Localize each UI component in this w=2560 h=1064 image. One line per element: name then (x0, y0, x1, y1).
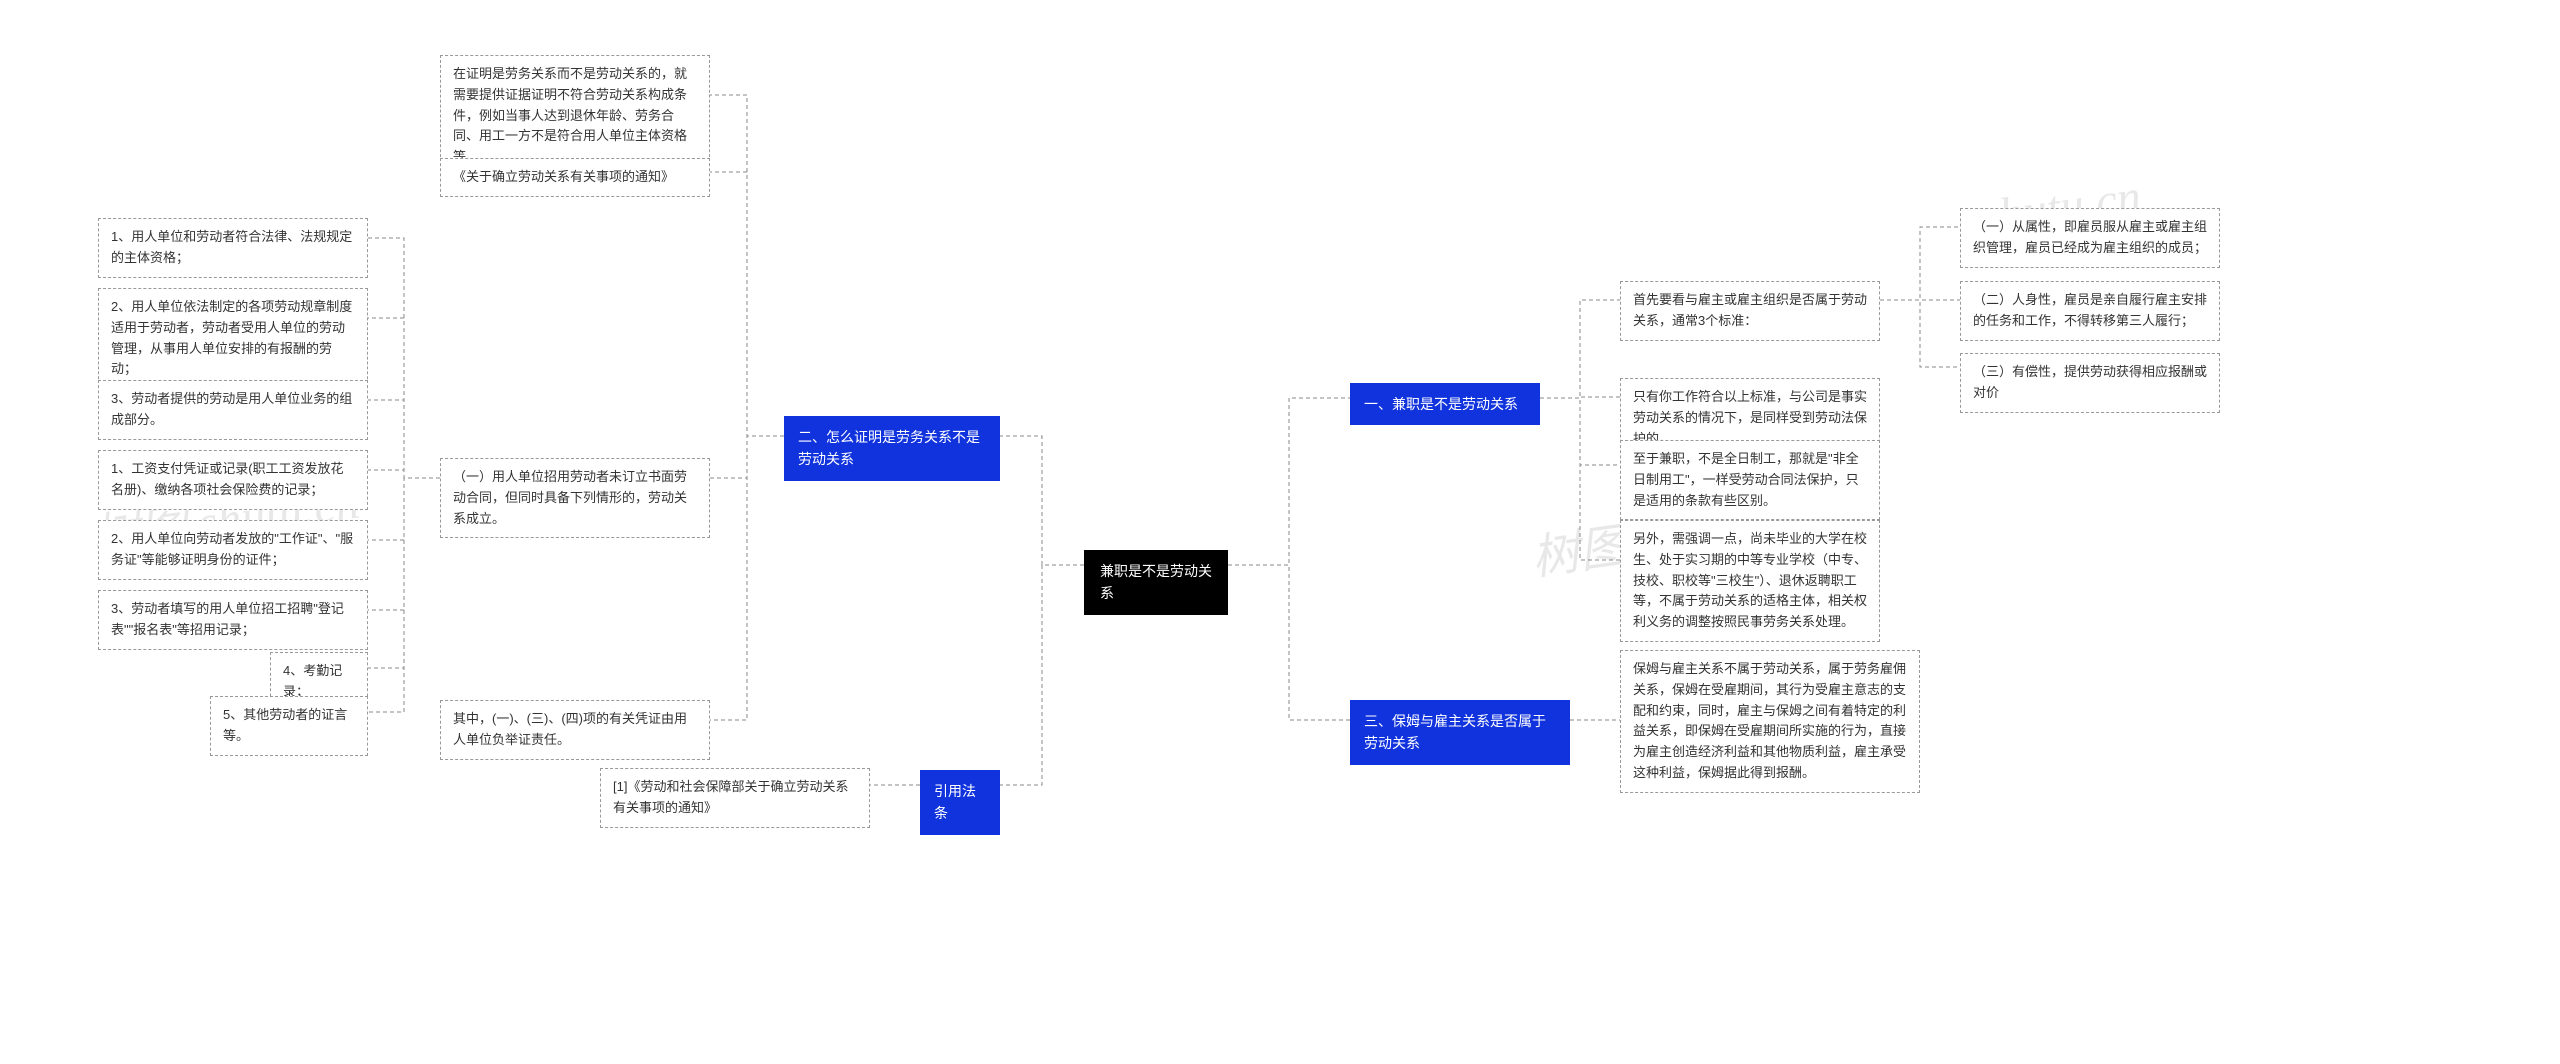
leaf: 首先要看与雇主或雇主组织是否属于劳动关系，通常3个标准： (1620, 281, 1880, 341)
leaf: [1]《劳动和社会保障部关于确立劳动关系有关事项的通知》 (600, 768, 870, 828)
leaf: 2、用人单位向劳动者发放的"工作证"、"服务证"等能够证明身份的证件； (98, 520, 368, 580)
leaf: 5、其他劳动者的证言等。 (210, 696, 368, 756)
branch-4: 引用法条 (920, 770, 1000, 835)
leaf: 至于兼职，不是全日制工，那就是"非全日制用工"，一样受劳动合同法保护，只是适用的… (1620, 440, 1880, 520)
leaf: 1、工资支付凭证或记录(职工工资发放花名册)、缴纳各项社会保险费的记录； (98, 450, 368, 510)
leaf: 2、用人单位依法制定的各项劳动规章制度适用于劳动者，劳动者受用人单位的劳动管理，… (98, 288, 368, 389)
leaf: （一）用人单位招用劳动者未订立书面劳动合同，但同时具备下列情形的，劳动关系成立。 (440, 458, 710, 538)
leaf: （三）有偿性，提供劳动获得相应报酬或对价 (1960, 353, 2220, 413)
leaf: 1、用人单位和劳动者符合法律、法规规定的主体资格； (98, 218, 368, 278)
branch-1: 一、兼职是不是劳动关系 (1350, 383, 1540, 425)
mindmap-connectors (0, 0, 2560, 1064)
branch-2: 二、怎么证明是劳务关系不是劳动关系 (784, 416, 1000, 481)
branch-3: 三、保姆与雇主关系是否属于劳动关系 (1350, 700, 1570, 765)
leaf: 3、劳动者填写的用人单位招工招聘"登记表""报名表"等招用记录； (98, 590, 368, 650)
leaf: 保姆与雇主关系不属于劳动关系，属于劳务雇佣关系，保姆在受雇期间，其行为受雇主意志… (1620, 650, 1920, 793)
leaf: 其中，(一)、(三)、(四)项的有关凭证由用人单位负举证责任。 (440, 700, 710, 760)
leaf: （二）人身性，雇员是亲自履行雇主安排的任务和工作，不得转移第三人履行； (1960, 281, 2220, 341)
root-node: 兼职是不是劳动关系 (1084, 550, 1228, 615)
leaf: 另外，需强调一点，尚未毕业的大学在校生、处于实习期的中等专业学校（中专、技校、职… (1620, 520, 1880, 642)
leaf: （一）从属性，即雇员服从雇主或雇主组织管理，雇员已经成为雇主组织的成员； (1960, 208, 2220, 268)
leaf: 3、劳动者提供的劳动是用人单位业务的组成部分。 (98, 380, 368, 440)
leaf: 《关于确立劳动关系有关事项的通知》 (440, 158, 710, 197)
